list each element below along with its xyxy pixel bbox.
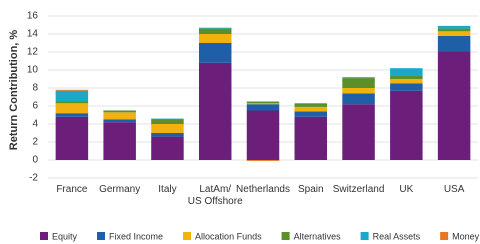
bar-segment — [198, 43, 232, 63]
x-tick-label: Switzerland — [332, 184, 385, 195]
y-tick-label: 4 — [32, 119, 38, 130]
legend-swatch — [97, 232, 106, 240]
bar-segment — [151, 119, 184, 124]
bar-segment — [342, 88, 375, 94]
bar-segment — [437, 28, 471, 32]
bar-segment — [246, 101, 280, 104]
y-tick-label: -2 — [29, 173, 38, 184]
bar-segment — [294, 106, 328, 112]
bar-segment — [55, 89, 89, 91]
bar-segment — [342, 77, 375, 79]
bar-segment — [437, 51, 471, 160]
bar-segment — [246, 103, 280, 105]
y-tick-label: 6 — [32, 101, 38, 112]
bar-segment — [55, 90, 89, 102]
bar-segment — [55, 103, 89, 114]
bar-segment — [294, 111, 328, 117]
bar-segment — [55, 116, 89, 160]
y-tick-label: 0 — [32, 155, 38, 166]
bar-segment — [151, 124, 184, 133]
bar-segment — [103, 112, 136, 120]
bar-segment — [437, 25, 471, 29]
bar-segment — [437, 31, 471, 36]
x-tick-label: Netherlands — [236, 184, 290, 195]
x-tick-label: Spain — [297, 184, 324, 195]
legend-label: Alternatives — [294, 231, 342, 241]
bar-segment — [246, 160, 280, 161]
legend-swatch — [281, 232, 290, 240]
bar-segment — [198, 28, 232, 34]
bar-segment — [437, 35, 471, 52]
x-tick-label: Germany — [99, 184, 141, 195]
bar-segment — [390, 90, 423, 160]
bar-segment — [198, 27, 232, 29]
bar-segment — [342, 104, 375, 160]
bar-segment — [103, 122, 136, 160]
bar-segment — [342, 93, 375, 105]
bar-segment — [294, 103, 328, 107]
y-tick-label: 16 — [27, 11, 39, 22]
bar-segment — [151, 136, 184, 160]
bar-segment — [55, 113, 89, 117]
y-tick-label: 10 — [27, 65, 39, 76]
x-tick-label: France — [56, 184, 88, 195]
bar-segment — [198, 34, 232, 43]
legend-label: Equity — [52, 231, 78, 241]
bar-segment — [151, 133, 184, 137]
x-tick-label: LatAm/ US Offshore — [187, 184, 243, 207]
bar-segment — [294, 116, 328, 160]
bar-segment — [103, 119, 136, 123]
y-tick-label: 2 — [32, 137, 38, 148]
legend-swatch — [360, 232, 369, 240]
bar-segment — [390, 68, 423, 76]
bar-segment — [342, 78, 375, 88]
x-tick-label: Italy — [158, 184, 177, 195]
bar-segment — [390, 83, 423, 91]
bar-segment — [390, 75, 423, 79]
legend-label: Real Assets — [373, 231, 421, 241]
legend-label: Allocation Funds — [195, 231, 262, 241]
bar-segment — [151, 118, 184, 120]
bar-segment — [246, 104, 280, 111]
x-tick-label: UK — [399, 184, 414, 195]
legend-swatch — [40, 232, 48, 240]
bar-segment — [198, 62, 232, 160]
legend-label: Money Market — [452, 231, 480, 241]
bar-segment — [390, 79, 423, 84]
bar-segment — [246, 110, 280, 160]
legend-label: Fixed Income — [109, 231, 163, 241]
y-tick-label: 14 — [27, 29, 39, 40]
legend-swatch — [440, 232, 449, 240]
legend-swatch — [183, 232, 192, 240]
y-tick-label: 8 — [32, 83, 38, 94]
y-axis-label: Return Contribution, % — [8, 30, 20, 151]
bar-segment — [55, 101, 89, 104]
bar-segment — [103, 110, 136, 113]
y-tick-label: 12 — [27, 47, 39, 58]
x-tick-label: USA — [443, 184, 465, 195]
